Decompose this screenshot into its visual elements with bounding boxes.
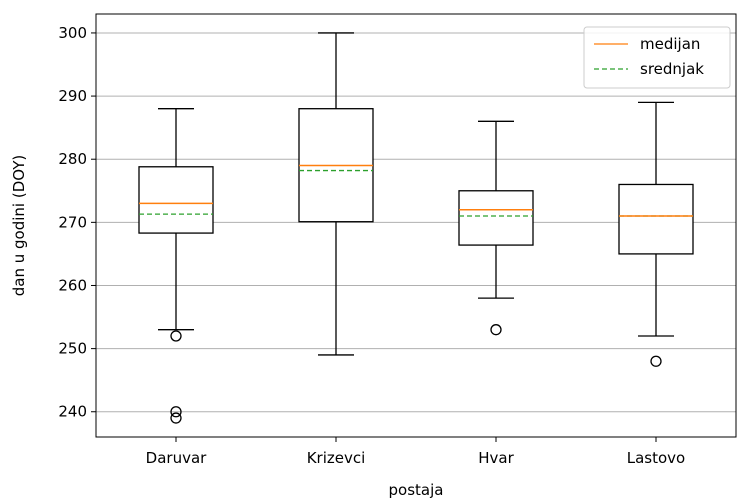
outlier-point	[170, 406, 182, 418]
y-tick-label: 280	[58, 150, 87, 168]
box	[458, 190, 534, 246]
legend-mean-label: srednjak	[640, 60, 704, 78]
outlier-point	[170, 330, 182, 342]
box	[618, 183, 694, 255]
legend-median-label: medijan	[640, 35, 700, 53]
box	[138, 166, 214, 234]
y-tick-label: 300	[58, 24, 87, 42]
y-tick-label: 290	[58, 87, 87, 105]
x-tick-label: Daruvar	[146, 449, 207, 467]
y-axis-title: dan u godini (DOY)	[10, 155, 28, 297]
outlier-point	[170, 412, 182, 424]
y-tick-label: 250	[58, 340, 87, 358]
y-tick-label: 260	[58, 276, 87, 294]
plot-frame	[95, 13, 737, 438]
outlier-point	[650, 355, 662, 367]
y-tick-label: 270	[58, 213, 87, 231]
outlier-point	[490, 324, 502, 336]
box-group-daruvar	[138, 108, 214, 424]
y-axis: 240 250 260 270 280 290 300	[58, 24, 96, 421]
x-axis-title: postaja	[389, 481, 444, 499]
y-tick-label: 240	[58, 403, 87, 421]
x-axis: Daruvar Krizevci Hvar Lastovo	[146, 437, 685, 467]
x-tick-label: Krizevci	[307, 449, 366, 467]
legend-box	[583, 26, 731, 89]
box-layer	[138, 32, 694, 424]
box-group-krizevci	[298, 32, 374, 356]
box-group-lastovo	[618, 101, 694, 367]
legend: medijan srednjak	[583, 26, 731, 89]
box-group-hvar	[458, 120, 534, 336]
x-tick-label: Lastovo	[627, 449, 685, 467]
x-tick-label: Hvar	[478, 449, 514, 467]
